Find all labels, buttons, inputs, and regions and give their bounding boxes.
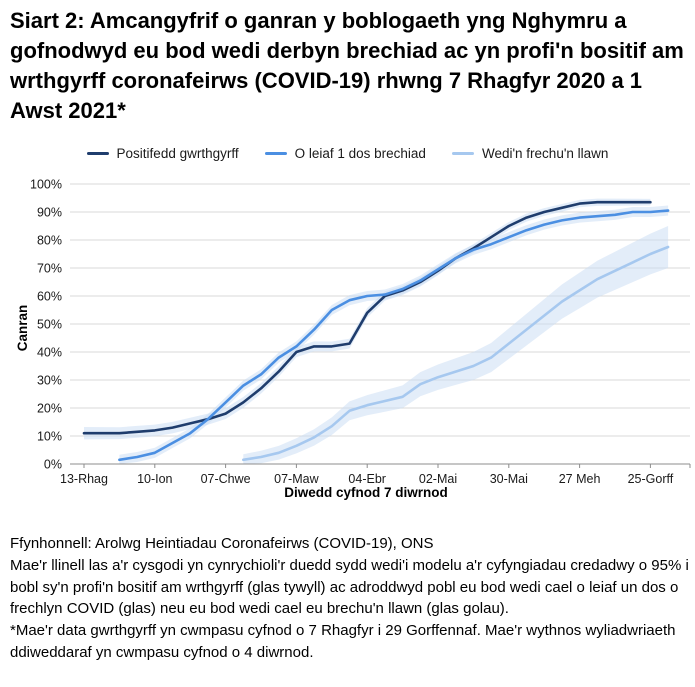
series-line-0 [82, 200, 652, 435]
x-tick-label: 13-Rhag [60, 472, 108, 486]
series-line-1 [118, 209, 670, 462]
y-tick-label: 10% [37, 430, 62, 444]
y-tick-label: 40% [37, 346, 62, 360]
legend-item-one-dose: O leiaf 1 dos brechiad [264, 146, 426, 161]
x-axis-title: Diwedd cyfnod 7 diwrnod [284, 485, 448, 500]
y-tick-label: 80% [37, 234, 62, 248]
legend-label: O leiaf 1 dos brechiad [294, 146, 426, 161]
legend-line-swatch-blue [264, 151, 287, 156]
y-tick-label: 70% [37, 262, 62, 276]
chart-svg: Canran Diwedd cyfnod 7 diwrnod 0% 10% 20% 3… [15, 178, 691, 500]
x-tick-label: 04-Ebr [348, 472, 386, 486]
y-tick-label: 100% [30, 178, 62, 192]
chart-area: Canran Diwedd cyfnod 7 diwrnod 0% 10% 20% 3… [0, 170, 695, 505]
y-tick-label: 0% [44, 458, 62, 472]
legend-item-fully-vaccinated: Wedi'n frechu'n llawn [451, 146, 609, 161]
x-tick-label: 07-Maw [274, 472, 319, 486]
legend-line-swatch-dark-blue [86, 151, 109, 156]
footer: Ffynhonnell: Arolwg Heintiadau Coronafei… [10, 533, 690, 664]
y-tick-label: 50% [37, 318, 62, 332]
y-tick-label: 60% [37, 290, 62, 304]
x-tick-label: 02-Mai [419, 472, 457, 486]
x-tick-label: 10-Ion [137, 472, 172, 486]
y-tick-label: 90% [37, 206, 62, 220]
legend: Positifedd gwrthgyrff O leiaf 1 dos brec… [0, 146, 695, 161]
y-tick-label: 30% [37, 374, 62, 388]
x-tick-label: 25-Gorff [628, 472, 674, 486]
footer-description: Mae'r llinell las a'r cysgodi yn cynrych… [10, 556, 689, 618]
confidence-band-1 [119, 205, 669, 464]
series-line-2 [242, 245, 670, 462]
chart-title: Siart 2: Amcangyfrif o ganran y boblogae… [10, 8, 684, 123]
legend-label: Wedi'n frechu'n llawn [481, 146, 609, 161]
legend-label: Positifedd gwrthgyrff [116, 146, 239, 161]
footnote: *Mae'r data gwrthgyrff yn cwmpasu cyfnod… [10, 622, 676, 661]
x-tick-label: 27 Meh [559, 472, 601, 486]
legend-item-antibodies: Positifedd gwrthgyrff [86, 146, 239, 161]
y-tick-label: 20% [37, 402, 62, 416]
legend-line-swatch-light-blue [451, 151, 474, 156]
x-tick-label: 30-Mai [490, 472, 528, 486]
source-line: Ffynhonnell: Arolwg Heintiadau Coronafei… [10, 535, 434, 552]
x-tick-label: 07-Chwe [201, 472, 251, 486]
confidence-band-2 [243, 226, 669, 464]
y-axis-title: Canran [15, 305, 30, 352]
